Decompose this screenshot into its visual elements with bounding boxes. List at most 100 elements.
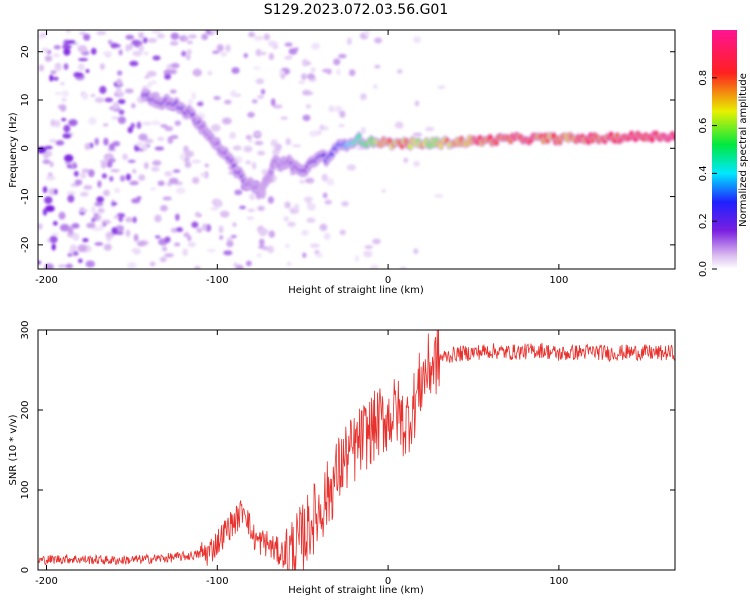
noise-cell (58, 211, 66, 220)
noise-cell (315, 252, 323, 258)
noise-cell (99, 85, 107, 94)
noise-cell (129, 180, 139, 186)
noise-cell (127, 262, 137, 269)
noise-cell (99, 63, 105, 70)
noise-cell (138, 45, 145, 52)
noise-cell (186, 49, 192, 55)
noise-cell (424, 126, 435, 132)
noise-cell (70, 245, 79, 250)
y-tick-label: -20 (20, 237, 31, 253)
noise-cell (374, 37, 383, 44)
noise-cell (322, 192, 328, 199)
x-tick-label: -200 (35, 275, 58, 286)
noise-cell (127, 159, 136, 163)
noise-cell (194, 211, 201, 217)
noise-cell (169, 40, 179, 46)
noise-cell (73, 170, 79, 177)
colorbar-ticks: 0.0 0.2 0.4 0.6 0.8 (698, 70, 717, 277)
noise-cell (118, 214, 123, 223)
noise-cell (111, 227, 118, 235)
noise-cell (336, 69, 341, 76)
noise-cell (125, 217, 134, 223)
noise-cell (284, 201, 291, 209)
noise-cell (88, 169, 95, 178)
noise-cell (94, 201, 104, 207)
noise-cell (124, 88, 134, 94)
noise-cell (270, 98, 276, 107)
noise-cell (44, 196, 53, 205)
noise-cell (144, 75, 150, 79)
noise-cell (143, 162, 149, 170)
noise-cell (132, 248, 141, 255)
noise-cell (413, 248, 419, 255)
noise-cell (103, 137, 109, 146)
noise-cell (136, 141, 144, 147)
noise-cell (118, 109, 125, 115)
noise-cell (253, 132, 262, 137)
noise-cell (125, 44, 130, 52)
noise-cell (61, 117, 67, 122)
noise-cell (97, 207, 105, 214)
colorbar-label: Normalized spectral amplitude (738, 73, 749, 227)
noise-cell (159, 256, 167, 263)
noise-cell (323, 232, 331, 241)
noise-cell (91, 205, 96, 214)
noise-cell (210, 30, 219, 34)
noise-cell (100, 162, 107, 169)
noise-cell (202, 223, 208, 231)
noise-cell (309, 130, 319, 137)
noise-cell (108, 143, 115, 151)
noise-cell (305, 177, 315, 184)
noise-cell (339, 229, 346, 236)
noise-cell (96, 30, 107, 36)
x-tick-label: -100 (206, 576, 229, 587)
noise-cell (99, 160, 108, 164)
ridge-cell (268, 170, 274, 175)
noise-cell (298, 80, 305, 85)
noise-cell (51, 232, 60, 236)
noise-cell (65, 263, 73, 269)
noise-cell (49, 161, 54, 168)
noise-cell (248, 31, 256, 38)
noise-cell (170, 62, 180, 69)
noise-cell (188, 98, 193, 106)
noise-cell (184, 161, 192, 168)
noise-cell (85, 69, 90, 73)
noise-cell (219, 235, 224, 240)
noise-cell (147, 38, 158, 43)
noise-cell (138, 133, 148, 141)
noise-cell (185, 53, 191, 61)
noise-cell (272, 45, 279, 50)
noise-cell (52, 221, 58, 226)
noise-cell (211, 124, 221, 132)
noise-cell (370, 264, 379, 269)
colorbar-tick-label: 0.6 (698, 118, 709, 134)
noise-cell (218, 225, 224, 234)
noise-cell (192, 68, 203, 77)
noise-cell (49, 235, 58, 244)
noise-cell (179, 153, 186, 161)
noise-cell (102, 51, 113, 56)
noise-cell (53, 188, 58, 195)
noise-cell (131, 198, 141, 204)
noise-cell (310, 67, 316, 73)
noise-cell (154, 146, 165, 151)
noise-cell (326, 178, 335, 186)
noise-cell (57, 264, 67, 268)
noise-cell (83, 33, 91, 41)
noise-cell (245, 260, 252, 267)
noise-cell (215, 198, 220, 206)
noise-cell (245, 160, 252, 165)
noise-cell (45, 205, 55, 212)
noise-cell (116, 78, 123, 87)
noise-cell (91, 217, 96, 223)
noise-cell (152, 160, 162, 166)
noise-cell (160, 124, 168, 128)
spectrogram-xlabel: Height of straight line (km) (288, 285, 424, 296)
noise-cell (38, 223, 43, 230)
noise-cell (255, 48, 262, 57)
noise-cell (150, 187, 157, 191)
noise-cell (142, 121, 152, 126)
noise-cell (306, 217, 316, 223)
